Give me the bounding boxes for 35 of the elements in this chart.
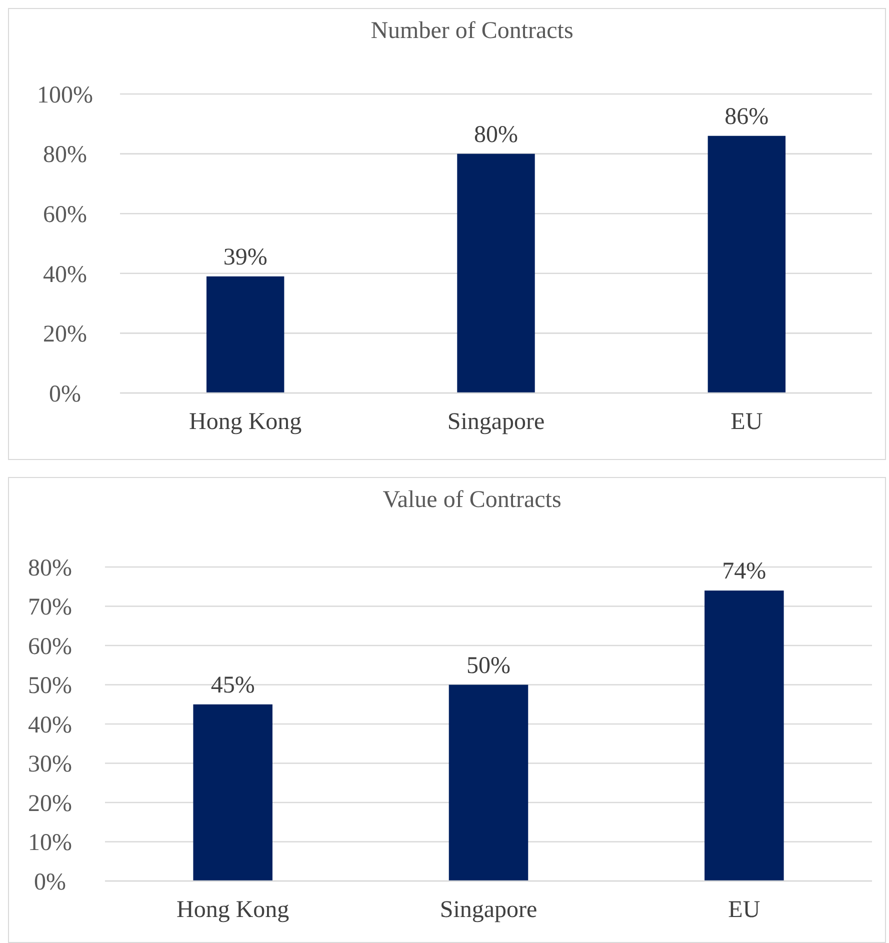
data-label: 80% (474, 122, 518, 148)
y-tick-label: 70% (28, 594, 72, 621)
y-tick-label: 80% (28, 555, 72, 582)
y-tick-label: 0% (34, 869, 66, 896)
x-tick-label: Hong Kong (188, 409, 302, 435)
x-tick-label: Singapore (440, 897, 538, 923)
y-tick-label: 40% (28, 712, 72, 738)
y-tick-label: 40% (43, 262, 87, 288)
y-tick-label: 60% (43, 202, 87, 228)
data-label: 50% (466, 652, 510, 679)
x-tick-label: EU (728, 897, 760, 923)
x-tick-label: Singapore (447, 409, 545, 435)
bar (193, 704, 272, 881)
y-tick-label: 50% (28, 673, 72, 700)
data-label: 74% (722, 558, 766, 585)
y-tick-label: 10% (28, 830, 72, 856)
bar (206, 276, 284, 393)
y-tick-label: 20% (43, 322, 87, 348)
x-tick-label: EU (730, 409, 763, 435)
y-tick-label: 30% (28, 752, 72, 778)
data-label: 86% (724, 104, 769, 130)
bar (704, 590, 784, 881)
y-tick-label: 60% (28, 634, 72, 660)
data-label: 39% (223, 244, 268, 270)
y-tick-label: 0% (49, 381, 81, 408)
bar (448, 684, 528, 881)
chart-title: Number of Contracts (370, 18, 574, 44)
y-tick-label: 20% (28, 790, 72, 817)
x-tick-label: Hong Kong (176, 897, 290, 923)
bar (457, 154, 535, 393)
bar (708, 136, 786, 393)
y-tick-label: 80% (43, 142, 87, 168)
y-tick-label: 100% (37, 82, 93, 108)
data-label: 45% (210, 672, 255, 698)
chart-title: Value of Contracts (382, 487, 562, 513)
